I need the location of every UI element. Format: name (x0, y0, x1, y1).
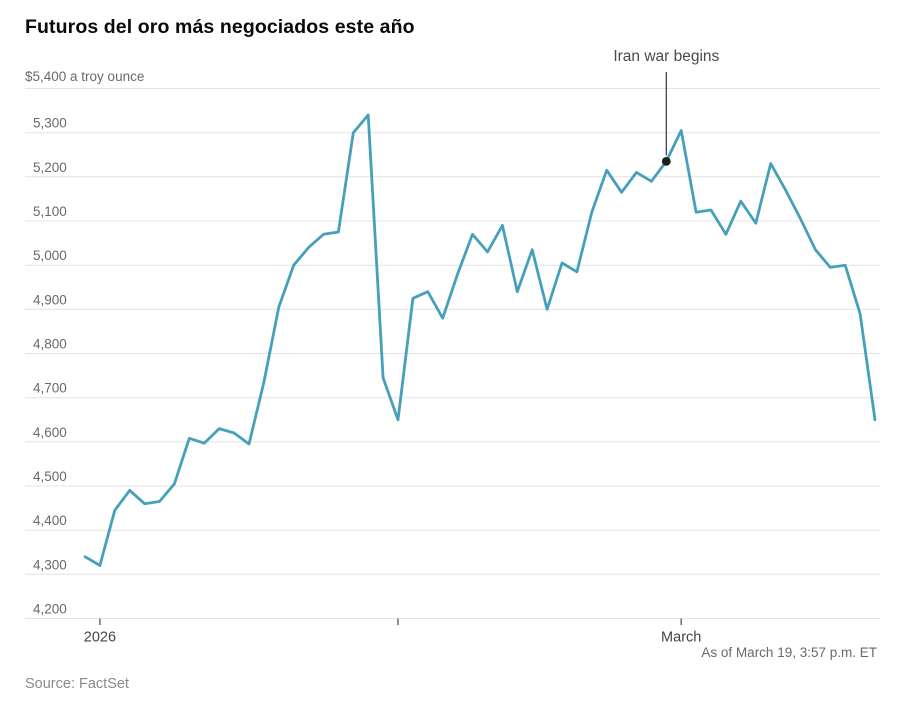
chart-title: Futuros del oro más negociados este año (25, 16, 415, 38)
y-tick-label: 4,800 (33, 337, 67, 352)
x-tick-label: 2026 (84, 630, 116, 646)
y-axis-unit-label: $5,400 a troy ounce (25, 69, 145, 84)
y-tick-label: 5,000 (33, 248, 67, 263)
annotation-dot (661, 157, 671, 166)
x-tick-label: March (661, 630, 701, 646)
y-tick-label: 4,400 (33, 513, 67, 528)
price-line (83, 113, 877, 567)
y-tick-label: 4,600 (33, 425, 67, 440)
as-of-timestamp: As of March 19, 3:57 p.m. ET (701, 645, 877, 660)
y-tick-label: 4,300 (33, 557, 67, 572)
annotation-label: Iran war begins (613, 48, 720, 65)
y-tick-label: 4,900 (33, 292, 67, 307)
y-tick-label: 4,200 (33, 602, 67, 617)
y-tick-label: 4,500 (33, 469, 67, 484)
y-tick-label: 5,100 (33, 204, 67, 219)
y-tick-label: 5,300 (33, 116, 67, 131)
y-tick-label: 4,700 (33, 381, 67, 396)
source-credit: Source: FactSet (25, 676, 129, 692)
y-tick-label: 5,200 (33, 160, 67, 175)
